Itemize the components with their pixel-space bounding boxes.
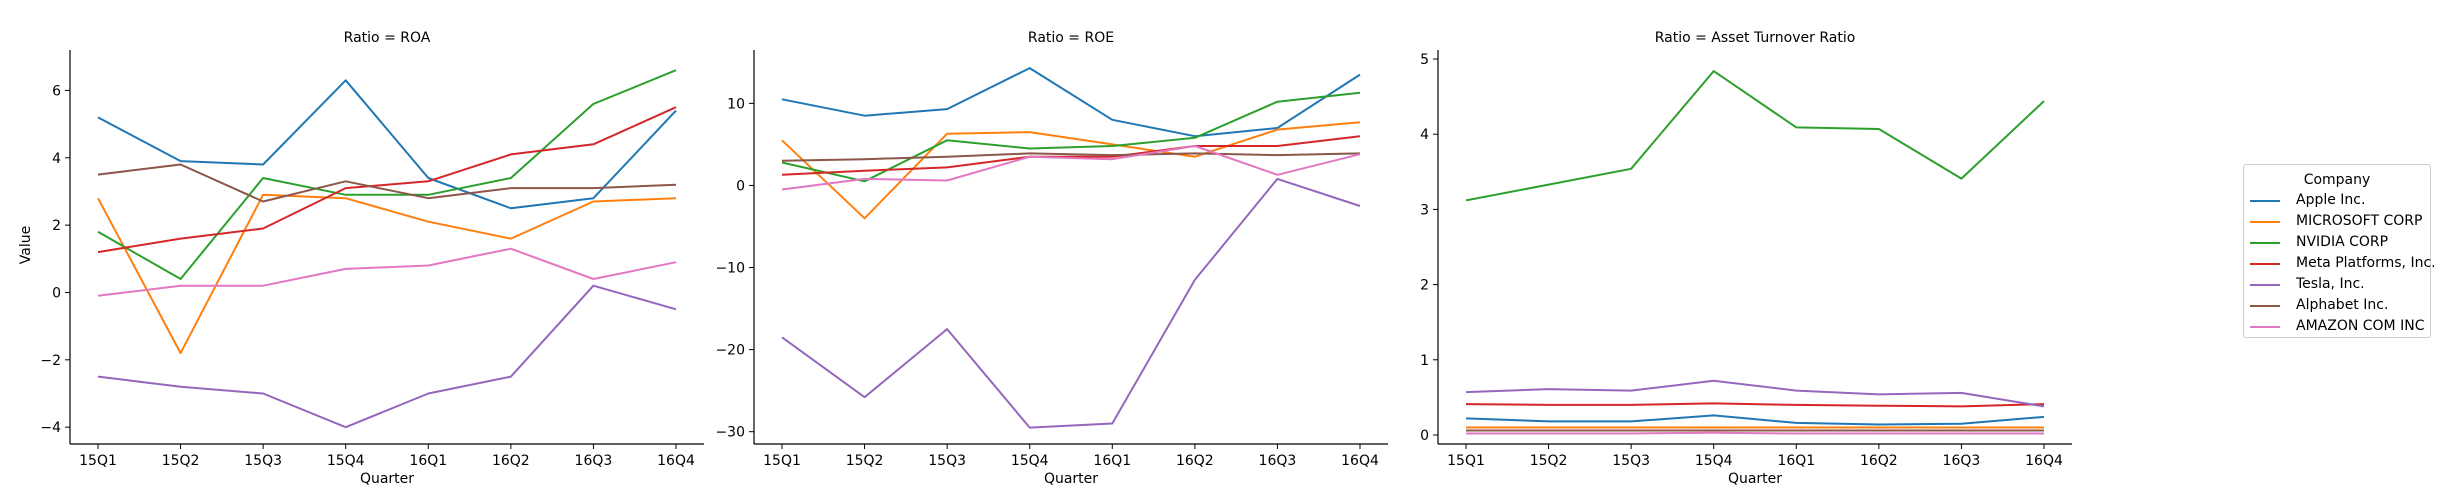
x-tick-label: 15Q2 [1530,453,1568,469]
legend-item-microsoft-corp: MICROSOFT CORP [2244,211,2430,232]
y-tick-label: 6 [52,83,61,99]
series-line-tesla-inc-ratio-roe [781,177,1361,429]
legend-item-alphabet-inc: Alphabet Inc. [2244,295,2430,316]
y-tick-label: 2 [52,218,61,234]
y-tick-label: −10 [715,261,745,277]
x-tick-label: 15Q3 [244,453,282,469]
y-tick-label: 2 [1420,278,1429,294]
x-tick-label: 15Q1 [79,453,117,469]
x-tick-label: 16Q2 [492,453,530,469]
panel-title-roa: Ratio = ROA [344,30,431,46]
series-line-nvidia-corp-ratio-asset-turnover-ratio [1465,70,2045,202]
series-line-meta-platforms-inc-ratio-roe [781,135,1361,176]
panel-roa: Ratio = ROA Quarter Value −4 −2 0 2 4 6 15Q1 15… [18,30,704,487]
y-tick-label: −2 [40,353,61,369]
series-line-alphabet-inc-ratio-roa [97,163,677,203]
legend-label: NVIDIA CORP [2296,234,2389,250]
legend-swatch [2250,242,2280,244]
legend-label: MICROSOFT CORP [2296,213,2423,229]
x-tick-label: 16Q1 [1093,453,1131,469]
x-tick-label: 15Q4 [1695,453,1733,469]
legend-swatch [2250,200,2280,202]
y-tick-label: 0 [736,178,745,194]
y-tick-label: 0 [1420,428,1429,444]
x-tick-label: 15Q4 [327,453,365,469]
series-line-apple-inc-ratio-asset-turnover-ratio [1465,414,2045,426]
y-tick-label: 4 [52,151,61,167]
panel-title-roe: Ratio = ROE [1028,30,1114,46]
legend-items: Apple Inc. MICROSOFT CORP NVIDIA CORP Meta … [2244,190,2436,337]
x-axis-label-roa: Quarter [360,471,414,487]
legend-item-meta-platforms-inc: Meta Platforms, Inc. [2244,253,2436,274]
x-tick-label: 16Q4 [2025,453,2063,469]
y-tick-label: 1 [1420,353,1429,369]
legend-title: Company [2303,172,2371,188]
x-tick-label: 15Q1 [763,453,801,469]
series-line-nvidia-corp-ratio-roe [781,91,1361,183]
x-tick-label: 16Q1 [1777,453,1815,469]
legend-label: Alphabet Inc. [2296,297,2389,313]
series-line-meta-platforms-inc-ratio-roa [97,106,677,254]
legend-swatch [2250,263,2280,265]
series-line-alphabet-inc-ratio-roe [781,152,1361,162]
legend: Company Apple Inc. MICROSOFT CORP NVIDIA C… [2243,164,2436,338]
x-tick-label: 16Q2 [1860,453,1898,469]
legend-swatch [2250,326,2280,328]
panel-roe: Ratio = ROE Quarter −30 −20 −10 0 10 15Q1 15Q2… [715,30,1388,487]
y-tick-label: 4 [1420,127,1429,143]
x-tick-label: 15Q4 [1011,453,1049,469]
x-axis-label-roe: Quarter [1044,471,1098,487]
x-tick-label: 15Q3 [928,453,966,469]
series-line-nvidia-corp-ratio-roa [97,69,677,280]
panel-asset-turnover: Ratio = Asset Turnover Ratio Quarter 0 1 2… [1420,30,2072,487]
legend-swatch [2250,284,2280,286]
x-tick-label: 16Q4 [657,453,695,469]
series-line-apple-inc-ratio-roa [97,79,677,210]
legend-label: AMAZON COM INC [2296,318,2425,334]
y-tick-label: 3 [1420,202,1429,218]
x-tick-label: 16Q3 [575,453,613,469]
x-tick-label: 15Q2 [846,453,884,469]
y-tick-label: 5 [1420,52,1429,68]
y-tick-label: 10 [727,96,745,112]
series-line-tesla-inc-ratio-asset-turnover-ratio [1465,379,2045,408]
legend-item-apple-inc: Apple Inc. [2244,190,2430,211]
legend-swatch [2250,221,2280,223]
series-line-amazon-com-inc-ratio-asset-turnover-ratio [1466,431,2044,435]
series-line-apple-inc-ratio-roe [781,67,1361,138]
series-line-tesla-inc-ratio-roa [97,284,677,429]
legend-item-nvidia-corp: NVIDIA CORP [2244,232,2430,253]
legend-item-tesla-inc: Tesla, Inc. [2244,274,2430,295]
y-tick-label: −30 [715,425,745,441]
legend-label: Meta Platforms, Inc. [2296,255,2436,271]
legend-swatch [2250,305,2280,307]
x-tick-label: 15Q2 [162,453,200,469]
y-tick-label: −4 [40,420,61,436]
x-tick-label: 15Q3 [1612,453,1650,469]
x-tick-label: 16Q3 [1259,453,1297,469]
x-axis-label-asset-turnover: Quarter [1728,471,1782,487]
y-tick-label: −20 [715,343,745,359]
series-line-amazon-com-inc-ratio-roe [781,145,1361,191]
legend-label: Tesla, Inc. [2296,276,2365,292]
series-line-meta-platforms-inc-ratio-asset-turnover-ratio [1465,402,2045,408]
x-tick-label: 16Q4 [1341,453,1379,469]
legend-item-amazon-com-inc: AMAZON COM INC [2244,316,2430,337]
y-tick-label: 0 [52,285,61,301]
x-tick-label: 16Q1 [409,453,447,469]
x-tick-label: 16Q3 [1943,453,1981,469]
panel-title-asset-turnover: Ratio = Asset Turnover Ratio [1655,30,1856,46]
series-line-microsoft-corp-ratio-roa [97,193,677,355]
series-line-microsoft-corp-ratio-roe [781,121,1361,220]
series-line-amazon-com-inc-ratio-roa [97,247,677,297]
x-tick-label: 15Q1 [1447,453,1485,469]
legend-label: Apple Inc. [2296,192,2366,208]
y-axis-label-roa: Value [18,226,34,264]
x-tick-label: 16Q2 [1176,453,1214,469]
